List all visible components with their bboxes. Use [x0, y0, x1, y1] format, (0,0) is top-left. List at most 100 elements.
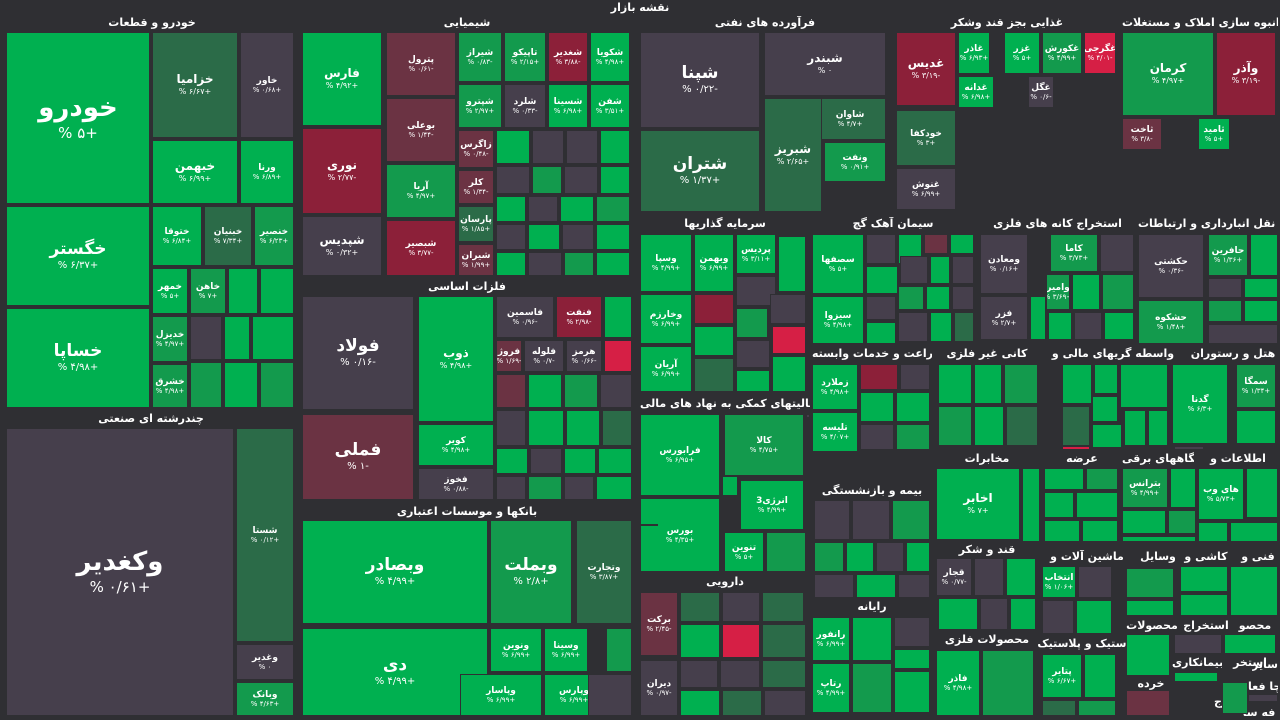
- stock-tile-small[interactable]: [974, 406, 1004, 446]
- stock-tile[interactable]: انرژی3 +۴/۹۹ %: [740, 480, 804, 530]
- stock-tile[interactable]: وتجارت +۳/۸۷ %: [576, 520, 632, 624]
- stock-tile[interactable]: وکغدیر +۰/۶۱ %: [6, 428, 234, 716]
- stock-tile[interactable]: آریان +۶/۹۹ %: [640, 346, 692, 392]
- stock-tile-small[interactable]: [772, 356, 806, 392]
- stock-tile[interactable]: شفن +۳/۵۱ %: [590, 84, 630, 128]
- stock-tile-small[interactable]: [896, 392, 930, 422]
- stock-tile[interactable]: وآذر -۳/۱۹ %: [1216, 32, 1276, 116]
- stock-tile[interactable]: خساپا +۴/۹۸ %: [6, 308, 150, 408]
- stock-tile[interactable]: وبانک +۴/۶۳ %: [236, 682, 294, 716]
- stock-tile-small[interactable]: [900, 256, 928, 284]
- stock-tile[interactable]: بوعلی -۱/۴۴ %: [386, 98, 456, 162]
- stock-tile-small[interactable]: [1076, 492, 1118, 518]
- stock-tile-small[interactable]: [1122, 510, 1166, 534]
- stock-tile[interactable]: خشرق +۴/۹۸ %: [152, 364, 188, 408]
- stock-tile[interactable]: دی +۴/۹۹ %: [302, 628, 488, 716]
- stock-tile-small[interactable]: [1078, 566, 1112, 598]
- stock-tile-small[interactable]: [224, 316, 250, 360]
- stock-tile-small[interactable]: [1030, 296, 1046, 340]
- stock-tile-small[interactable]: [680, 624, 720, 658]
- stock-tile-small[interactable]: [896, 424, 930, 450]
- stock-tile[interactable]: رتاپ +۴/۹۹ %: [812, 663, 850, 713]
- stock-tile-small[interactable]: [596, 252, 630, 276]
- stock-tile-small[interactable]: [496, 130, 530, 164]
- stock-tile[interactable]: ختوقا +۶/۸۴ %: [152, 206, 202, 266]
- stock-tile-small[interactable]: [1062, 446, 1090, 450]
- stock-tile[interactable]: وپاسار +۶/۹۹ %: [460, 674, 542, 716]
- stock-tile-small[interactable]: [252, 316, 294, 360]
- stock-tile[interactable]: شسینا +۶/۹۸ %: [548, 84, 588, 128]
- stock-tile[interactable]: ثاخت -۳/۸ %: [1122, 118, 1162, 150]
- stock-tile[interactable]: نوری -۲/۷۷ %: [302, 128, 382, 214]
- stock-tile-small[interactable]: [596, 224, 630, 250]
- stock-tile[interactable]: شغدیر -۳/۸۸ %: [548, 32, 588, 82]
- stock-tile-small[interactable]: [938, 598, 978, 630]
- stock-tile[interactable]: وبهمن +۶/۹۹ %: [694, 234, 734, 292]
- stock-tile[interactable]: خودرو +۵ %: [6, 32, 150, 204]
- stock-tile-small[interactable]: [1048, 312, 1072, 340]
- stock-tile[interactable]: شبندر ۰ %: [764, 32, 886, 96]
- stock-tile-small[interactable]: [894, 649, 930, 669]
- stock-tile-small[interactable]: [898, 574, 930, 598]
- stock-tile-small[interactable]: [1244, 300, 1278, 322]
- stock-tile-small[interactable]: [1010, 598, 1036, 630]
- stock-tile-small[interactable]: [1170, 468, 1196, 508]
- stock-tile-small[interactable]: [736, 276, 776, 306]
- stock-tile-small[interactable]: [1044, 492, 1074, 518]
- stock-tile[interactable]: شیراز -۰/۸۳ %: [458, 32, 502, 82]
- stock-tile-small[interactable]: [938, 406, 972, 446]
- stock-tile-small[interactable]: [598, 448, 632, 474]
- stock-tile-small[interactable]: [722, 592, 760, 622]
- stock-tile-small[interactable]: [814, 542, 844, 572]
- stock-tile[interactable]: حکشتی -۰/۳۶ %: [1138, 234, 1204, 298]
- stock-tile-small[interactable]: [1174, 634, 1222, 654]
- stock-tile[interactable]: گدنا +۶/۳ %: [1172, 364, 1228, 444]
- stock-tile-small[interactable]: [528, 410, 564, 446]
- stock-tile[interactable]: شپنا -۰/۲۲ %: [640, 32, 760, 128]
- stock-tile-small[interactable]: [764, 690, 806, 716]
- stock-tile-small[interactable]: [866, 296, 896, 320]
- stock-tile-small[interactable]: [564, 166, 598, 194]
- stock-tile-small[interactable]: [762, 660, 806, 688]
- stock-tile-small[interactable]: [600, 166, 630, 194]
- stock-tile[interactable]: پردیس +۳/۱۱ %: [736, 234, 776, 274]
- stock-tile[interactable]: غدانه +۶/۹۸ %: [958, 76, 994, 108]
- stock-tile[interactable]: کلر -۱/۳۴ %: [458, 170, 494, 204]
- stock-tile-small[interactable]: [564, 374, 598, 408]
- stock-tile-small[interactable]: [926, 286, 950, 310]
- stock-tile-small[interactable]: [532, 166, 562, 194]
- stock-tile[interactable]: تنوین +۵ %: [724, 532, 764, 572]
- stock-tile[interactable]: ورنا +۶/۸۹ %: [240, 140, 294, 204]
- stock-tile[interactable]: کویر +۴/۹۸ %: [418, 424, 494, 466]
- stock-tile-small[interactable]: [224, 362, 258, 408]
- stock-tile-small[interactable]: [852, 617, 892, 661]
- stock-tile[interactable]: فرابورس +۶/۹۵ %: [640, 414, 720, 496]
- stock-tile-small[interactable]: [1198, 522, 1228, 542]
- stock-tile-small[interactable]: [260, 268, 294, 314]
- stock-tile-small[interactable]: [1174, 672, 1218, 682]
- stock-tile-small[interactable]: [1086, 468, 1118, 490]
- stock-tile-small[interactable]: [496, 374, 526, 408]
- stock-tile-small[interactable]: [600, 374, 632, 408]
- stock-tile[interactable]: رانفور +۶/۹۹ %: [812, 617, 850, 661]
- stock-tile-small[interactable]: [228, 268, 258, 314]
- stock-tile-small[interactable]: [954, 312, 974, 342]
- stock-tile[interactable]: خودکفا +۳ %: [896, 110, 956, 166]
- stock-tile-small[interactable]: [860, 392, 894, 422]
- stock-tile-small[interactable]: [898, 312, 928, 342]
- stock-tile-small[interactable]: [1044, 520, 1080, 542]
- stock-tile[interactable]: خزامیا +۶/۶۷ %: [152, 32, 238, 138]
- stock-tile[interactable]: وسینا +۶/۹۹ %: [544, 628, 588, 672]
- stock-tile[interactable]: ذوب +۴/۹۸ %: [418, 296, 494, 422]
- stock-tile-small[interactable]: [680, 660, 718, 688]
- stock-tile[interactable]: خاور +۰/۶۸ %: [240, 32, 294, 138]
- stock-tile-small[interactable]: [694, 358, 734, 392]
- stock-tile-small[interactable]: [950, 234, 974, 254]
- stock-tile[interactable]: فزر +۲/۷ %: [980, 296, 1028, 340]
- stock-tile[interactable]: غگرجی -۴/۰۱ %: [1084, 32, 1116, 74]
- stock-tile[interactable]: فملی -۱ %: [302, 414, 414, 500]
- stock-tile-small[interactable]: [562, 224, 594, 250]
- stock-tile-small[interactable]: [1042, 700, 1076, 716]
- stock-tile[interactable]: ومعادن +۰/۱۶ %: [980, 234, 1028, 294]
- stock-tile[interactable]: پتایر +۶/۶۷ %: [1042, 654, 1082, 698]
